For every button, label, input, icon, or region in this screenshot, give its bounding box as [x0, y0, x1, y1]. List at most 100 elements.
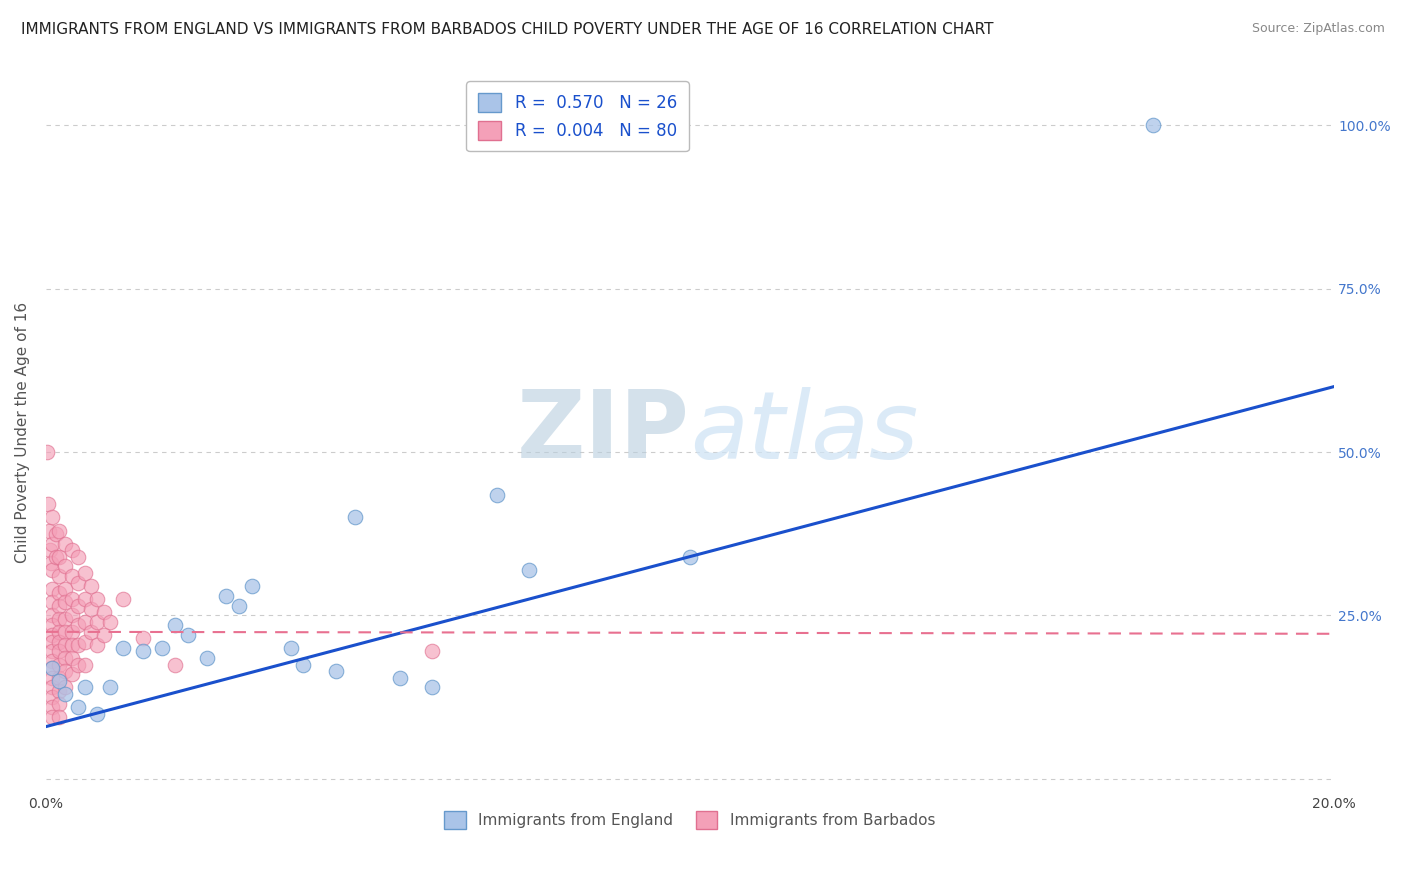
Point [86, 706, 108, 721]
Point [48, 585, 70, 599]
Point [41, 634, 63, 648]
Point [67, 700, 90, 714]
Point [73, 681, 96, 695]
Point [98, 681, 121, 695]
Point [48, 599, 70, 613]
Point [45, 526, 67, 541]
Point [53, 638, 76, 652]
Point [41, 671, 63, 685]
Point [41, 595, 63, 609]
Point [112, 592, 135, 607]
Point [45, 549, 67, 564]
Point [131, 644, 153, 658]
Point [48, 671, 70, 685]
Point [80, 602, 103, 616]
Point [41, 661, 63, 675]
Point [41, 710, 63, 724]
Text: atlas: atlas [690, 387, 918, 478]
Point [41, 661, 63, 675]
Point [48, 683, 70, 698]
Point [48, 612, 70, 626]
Point [60, 543, 83, 558]
Point [98, 615, 121, 629]
Point [517, 563, 540, 577]
Point [53, 595, 76, 609]
Point [67, 575, 90, 590]
Point [280, 641, 302, 656]
Point [195, 651, 218, 665]
Point [80, 624, 103, 639]
Point [86, 638, 108, 652]
Point [53, 536, 76, 550]
Point [60, 638, 83, 652]
Point [163, 657, 186, 672]
Text: Source: ZipAtlas.com: Source: ZipAtlas.com [1251, 22, 1385, 36]
Point [93, 605, 115, 619]
Point [53, 681, 76, 695]
Point [67, 549, 90, 564]
Point [485, 487, 508, 501]
Point [53, 559, 76, 574]
Point [60, 592, 83, 607]
Point [215, 589, 238, 603]
Point [39, 556, 62, 570]
Point [86, 592, 108, 607]
Point [60, 624, 83, 639]
Point [53, 582, 76, 597]
Point [48, 569, 70, 583]
Point [1142, 118, 1164, 132]
Point [292, 657, 315, 672]
Point [41, 618, 63, 632]
Point [48, 673, 70, 688]
Point [325, 664, 347, 678]
Point [420, 644, 443, 658]
Point [38, 524, 60, 538]
Point [60, 569, 83, 583]
Point [41, 608, 63, 623]
Point [41, 536, 63, 550]
Text: IMMIGRANTS FROM ENGLAND VS IMMIGRANTS FROM BARBADOS CHILD POVERTY UNDER THE AGE : IMMIGRANTS FROM ENGLAND VS IMMIGRANTS FR… [21, 22, 994, 37]
Point [60, 667, 83, 681]
Point [93, 628, 115, 642]
Point [37, 445, 59, 459]
Point [53, 612, 76, 626]
Point [60, 651, 83, 665]
Point [86, 615, 108, 629]
Point [389, 671, 412, 685]
Point [67, 599, 90, 613]
Point [48, 549, 70, 564]
Point [80, 579, 103, 593]
Point [41, 644, 63, 658]
Point [131, 632, 153, 646]
Point [73, 566, 96, 580]
Point [53, 664, 76, 678]
Point [41, 654, 63, 668]
Point [48, 634, 70, 648]
Point [41, 510, 63, 524]
Point [163, 618, 186, 632]
Point [176, 628, 198, 642]
Point [73, 634, 96, 648]
Point [38, 543, 60, 558]
Point [48, 624, 70, 639]
Point [228, 599, 250, 613]
Point [343, 510, 366, 524]
Point [53, 687, 76, 701]
Point [41, 700, 63, 714]
Point [48, 524, 70, 538]
Legend: Immigrants from England, Immigrants from Barbados: Immigrants from England, Immigrants from… [439, 805, 941, 835]
Point [679, 549, 702, 564]
Point [420, 681, 443, 695]
Point [48, 697, 70, 711]
Point [60, 608, 83, 623]
Point [37, 497, 59, 511]
Point [73, 615, 96, 629]
Point [41, 690, 63, 705]
Point [41, 563, 63, 577]
Text: ZIP: ZIP [517, 386, 690, 478]
Point [73, 657, 96, 672]
Point [67, 638, 90, 652]
Point [41, 582, 63, 597]
Point [112, 641, 135, 656]
Point [48, 710, 70, 724]
